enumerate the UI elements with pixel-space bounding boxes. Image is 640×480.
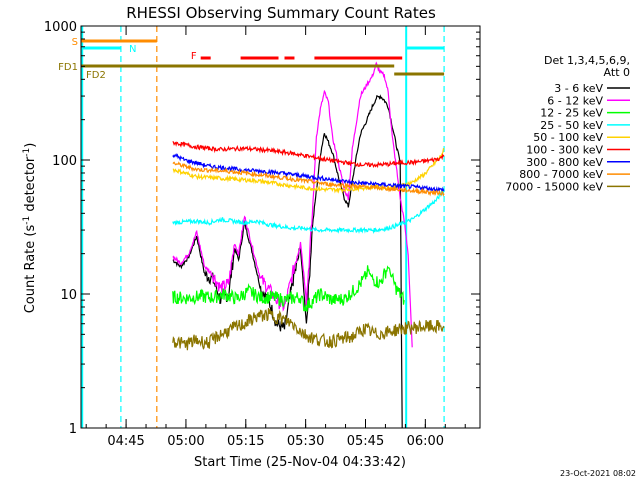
series-line-3-6-kev [172, 94, 403, 429]
series-line-300-800-kev [172, 153, 445, 194]
legend-label-6-12-kev: 6 - 12 keV [547, 94, 603, 107]
state-bar-label-f: F [191, 51, 197, 62]
y-tick-label-10: 10 [60, 288, 77, 303]
y-axis-ticks: 1 10 100 1000 [44, 20, 480, 437]
y-axis-label: Count Rate (s-1 detector-1) [22, 143, 38, 314]
y-axis-label-part-3: ) [23, 143, 38, 148]
series-line-12-25-kev [172, 265, 405, 312]
state-bar-label-fd2: FD2 [86, 70, 106, 81]
series-line-6-12-kev [172, 61, 413, 348]
x-tick-label-06-00: 06:00 [407, 434, 444, 449]
state-bar-label-fd1: FD1 [58, 62, 78, 73]
x-tick-label-04-45: 04:45 [107, 434, 144, 449]
x-tick-label-05-45: 05:45 [347, 434, 384, 449]
legend-label-300-800-kev: 300 - 800 keV [526, 156, 603, 169]
generation-timestamp: 23-Oct-2021 08:02 [560, 469, 636, 478]
state-bars: S N F FD1 FD2 [58, 37, 445, 81]
legend-label-25-50-kev: 25 - 50 keV [540, 119, 603, 132]
legend-label-50-100-kev: 50 - 100 keV [533, 131, 603, 144]
y-tick-label-1: 1 [69, 422, 77, 437]
series-lines [172, 61, 445, 429]
series-line-100-300-kev [172, 141, 445, 169]
y-axis-label-part-2: detector [23, 156, 38, 216]
plot-frame [80, 25, 481, 429]
x-axis-ticks: 04:45 05:00 05:15 05:30 05:45 06:00 [85, 26, 466, 449]
x-tick-label-05-15: 05:15 [227, 434, 264, 449]
legend-label-7000-15000-kev: 7000 - 15000 keV [505, 180, 603, 193]
y-tick-label-100: 100 [52, 154, 77, 169]
legend-header-1: Att 0 [604, 66, 630, 79]
x-axis-label: Start Time (25-Nov-04 04:33:42) [194, 455, 406, 470]
series-line-800-7000-kev [172, 161, 445, 197]
y-axis-label-part-1: Count Rate (s [23, 225, 38, 314]
legend-label-100-300-kev: 100 - 300 keV [526, 144, 603, 157]
legend-header-0: Det 1,3,4,5,6,9, [544, 54, 630, 67]
series-line-7000-15000-kev [172, 308, 445, 351]
x-tick-label-05-30: 05:30 [287, 434, 324, 449]
state-bar-label-s: S [72, 37, 78, 48]
chart-title: RHESSI Observing Summary Count Rates [126, 4, 436, 22]
legend-label-3-6-kev: 3 - 6 keV [554, 82, 603, 95]
y-tick-label-1000: 1000 [44, 20, 77, 35]
x-tick-label-05-00: 05:00 [167, 434, 204, 449]
state-bar-label-n: N [129, 44, 136, 55]
vertical-markers [81, 26, 445, 428]
legend-label-12-25-kev: 12 - 25 keV [540, 107, 603, 120]
legend-label-800-7000-kev: 800 - 7000 keV [519, 168, 603, 181]
y-axis-label-sup-2: -1 [22, 148, 32, 157]
series-line-25-50-kev [172, 189, 445, 234]
y-axis-label-sup-1: -1 [22, 216, 32, 225]
